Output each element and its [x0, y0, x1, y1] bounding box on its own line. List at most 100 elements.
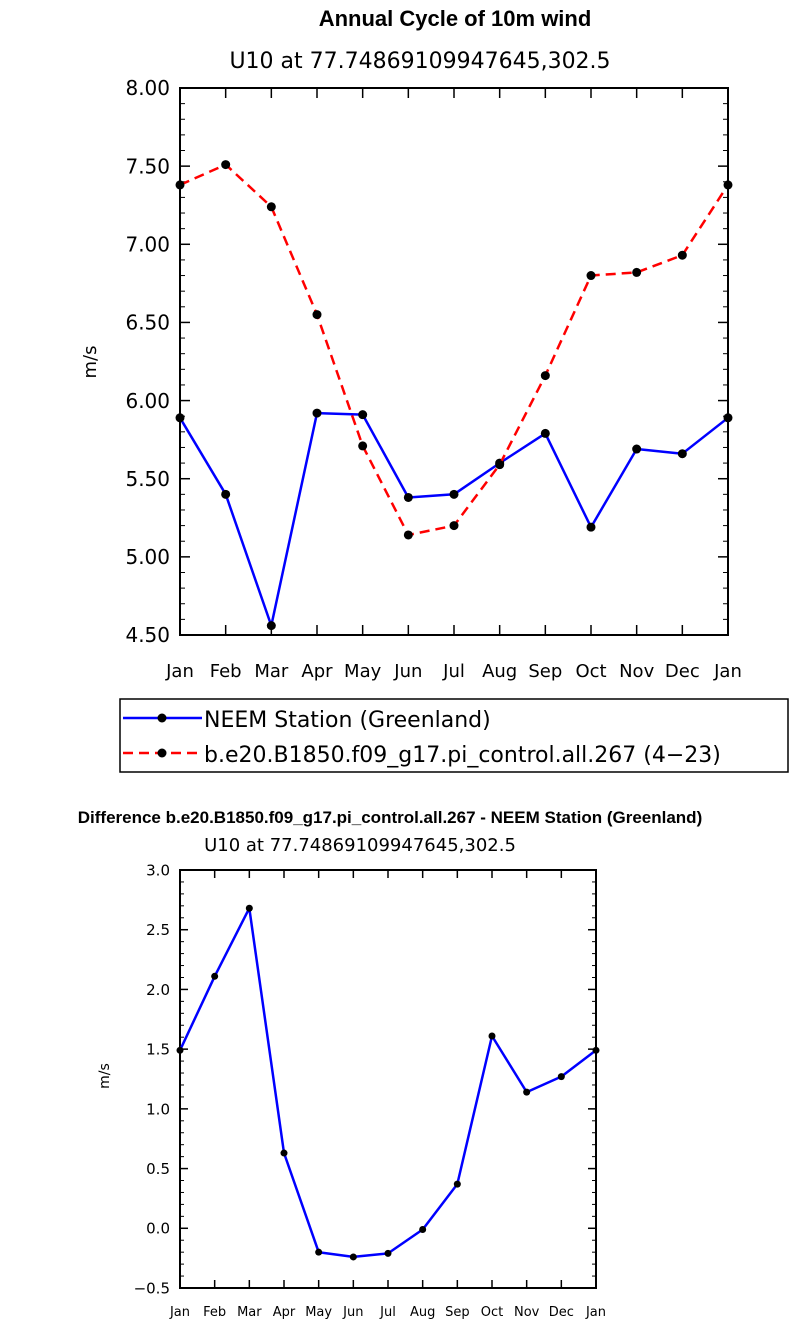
- y-tick-label: 2.5: [146, 921, 170, 939]
- data-point-series-0: [175, 413, 185, 423]
- data-point-series-1: [677, 250, 687, 260]
- x-tick-label: Dec: [549, 1305, 574, 1320]
- x-tick-label: Jun: [342, 1305, 363, 1320]
- data-point-series-0: [419, 1225, 427, 1233]
- x-tick-label: Mar: [254, 661, 289, 682]
- data-point-series-0: [245, 904, 253, 912]
- x-tick-label: Jan: [169, 1305, 190, 1320]
- series-line-0: [178, 906, 597, 1259]
- x-tick-label: Mar: [237, 1305, 262, 1320]
- y-tick-label: 6.00: [125, 389, 170, 413]
- data-point-series-0: [723, 413, 733, 423]
- chart-2-y-axis: −0.5 0.0 0.5 1.0 1.5 2.0 2.5 3.0: [134, 861, 596, 1297]
- data-point-series-0: [349, 1253, 357, 1261]
- data-point-series-1: [221, 160, 231, 170]
- data-point-series-0: [592, 1046, 600, 1054]
- x-tick-label: Jul: [379, 1305, 396, 1320]
- data-point-series-0: [632, 444, 642, 454]
- data-point-series-0: [211, 972, 219, 980]
- chart-1-subtitle: U10 at 77.74869109947645,302.5: [229, 49, 610, 74]
- legend-item-neem: NEEM Station (Greenland): [123, 708, 491, 733]
- y-tick-label: 5.00: [125, 545, 170, 569]
- data-point-series-0: [280, 1149, 288, 1157]
- series-line-0: [178, 411, 729, 627]
- x-tick-label: Jun: [393, 661, 422, 682]
- chart-1-y-axis: 4.50 5.00 5.50 6.00 6.50 7.00 7.50 8.00: [125, 76, 728, 647]
- data-point-series-1: [540, 371, 550, 381]
- y-tick-label: 0.0: [146, 1220, 170, 1238]
- data-point-series-1: [312, 310, 322, 320]
- y-tick-label: 0.5: [146, 1160, 170, 1178]
- chart-2-ylabel: m/s: [97, 1063, 113, 1089]
- data-point-series-0: [540, 428, 550, 438]
- data-point-series-1: [723, 180, 733, 190]
- data-point-series-0: [557, 1073, 565, 1081]
- chart-1-x-axis: Jan Feb Mar Apr May Jun Jul Aug Sep Oct Nov Dec Jan: [165, 88, 742, 682]
- chart-1-legend: NEEM Station (Greenland) b.e20.B1850.f09…: [119, 698, 789, 773]
- x-tick-label: May: [344, 661, 382, 682]
- chart-2-subtitle: U10 at 77.74869109947645,302.5: [204, 835, 516, 856]
- x-tick-label: Feb: [203, 1305, 226, 1320]
- x-tick-label: Nov: [619, 661, 654, 682]
- chart-1-plot-frame: [179, 87, 729, 636]
- data-point-series-0: [384, 1249, 392, 1257]
- data-point-series-1: [403, 530, 413, 540]
- data-point-series-0: [523, 1088, 531, 1096]
- data-point-series-0: [453, 1180, 461, 1188]
- y-tick-label: 3.0: [146, 861, 170, 879]
- x-tick-label: Jan: [165, 661, 194, 682]
- x-tick-label: Sep: [528, 661, 562, 682]
- chart-1-title: Annual Cycle of 10m wind: [319, 6, 592, 31]
- x-tick-label: Jul: [442, 661, 465, 682]
- data-point-series-0: [176, 1046, 184, 1054]
- x-tick-label: Oct: [575, 661, 606, 682]
- x-tick-label: Sep: [445, 1305, 470, 1320]
- data-point-series-0: [315, 1248, 323, 1256]
- legend-item-model: b.e20.B1850.f09_g17.pi_control.all.267 (…: [123, 743, 721, 768]
- data-point-series-0: [586, 522, 596, 532]
- x-tick-label: Apr: [301, 661, 333, 682]
- data-point-series-0: [312, 408, 322, 418]
- y-tick-label: 7.50: [125, 154, 170, 178]
- legend-marker-neem: [157, 713, 167, 723]
- chart-2-x-axis: Jan Feb Mar Apr May Jun Jul Aug Sep Oct Nov Dec Jan: [169, 870, 606, 1320]
- x-tick-label: Feb: [210, 661, 242, 682]
- y-tick-label: 5.50: [125, 467, 170, 491]
- data-point-series-1: [175, 180, 185, 190]
- data-point-series-1: [586, 271, 596, 281]
- series-line-1: [179, 163, 730, 537]
- data-point-series-0: [488, 1032, 496, 1040]
- x-tick-label: Oct: [481, 1305, 503, 1320]
- y-tick-label: 4.50: [125, 623, 170, 647]
- data-point-series-1: [358, 441, 368, 451]
- chart-2-title: Difference b.e20.B1850.f09_g17.pi_contro…: [78, 808, 702, 827]
- x-tick-label: Aug: [482, 661, 517, 682]
- chart-2-series: [176, 904, 600, 1261]
- chart-2: Difference b.e20.B1850.f09_g17.pi_contro…: [78, 808, 702, 1320]
- y-tick-label: 1.5: [146, 1041, 170, 1059]
- data-point-series-0: [358, 410, 368, 420]
- data-point-series-1: [632, 267, 642, 277]
- data-point-series-1: [266, 202, 276, 212]
- data-point-series-0: [266, 621, 276, 631]
- chart-1: Annual Cycle of 10m wind U10 at 77.74869…: [80, 6, 789, 773]
- chart-2-plot-frame: [179, 869, 597, 1289]
- legend-label-neem: NEEM Station (Greenland): [204, 708, 491, 733]
- data-point-series-0: [221, 489, 231, 499]
- y-tick-label: −0.5: [134, 1279, 170, 1297]
- y-tick-label: 6.50: [125, 311, 170, 335]
- data-point-series-0: [403, 492, 413, 502]
- data-point-series-1: [449, 521, 459, 531]
- x-tick-label: Nov: [514, 1305, 540, 1320]
- chart-1-series: [175, 160, 733, 631]
- x-tick-label: Dec: [665, 661, 700, 682]
- y-tick-label: 1.0: [146, 1100, 170, 1118]
- legend-label-model: b.e20.B1850.f09_g17.pi_control.all.267 (…: [204, 743, 721, 768]
- x-tick-label: Jan: [585, 1305, 606, 1320]
- x-tick-label: Apr: [273, 1305, 296, 1320]
- y-tick-label: 8.00: [125, 76, 170, 100]
- data-point-series-0: [677, 449, 687, 459]
- legend-box: [119, 698, 789, 773]
- x-tick-label: Aug: [410, 1305, 435, 1320]
